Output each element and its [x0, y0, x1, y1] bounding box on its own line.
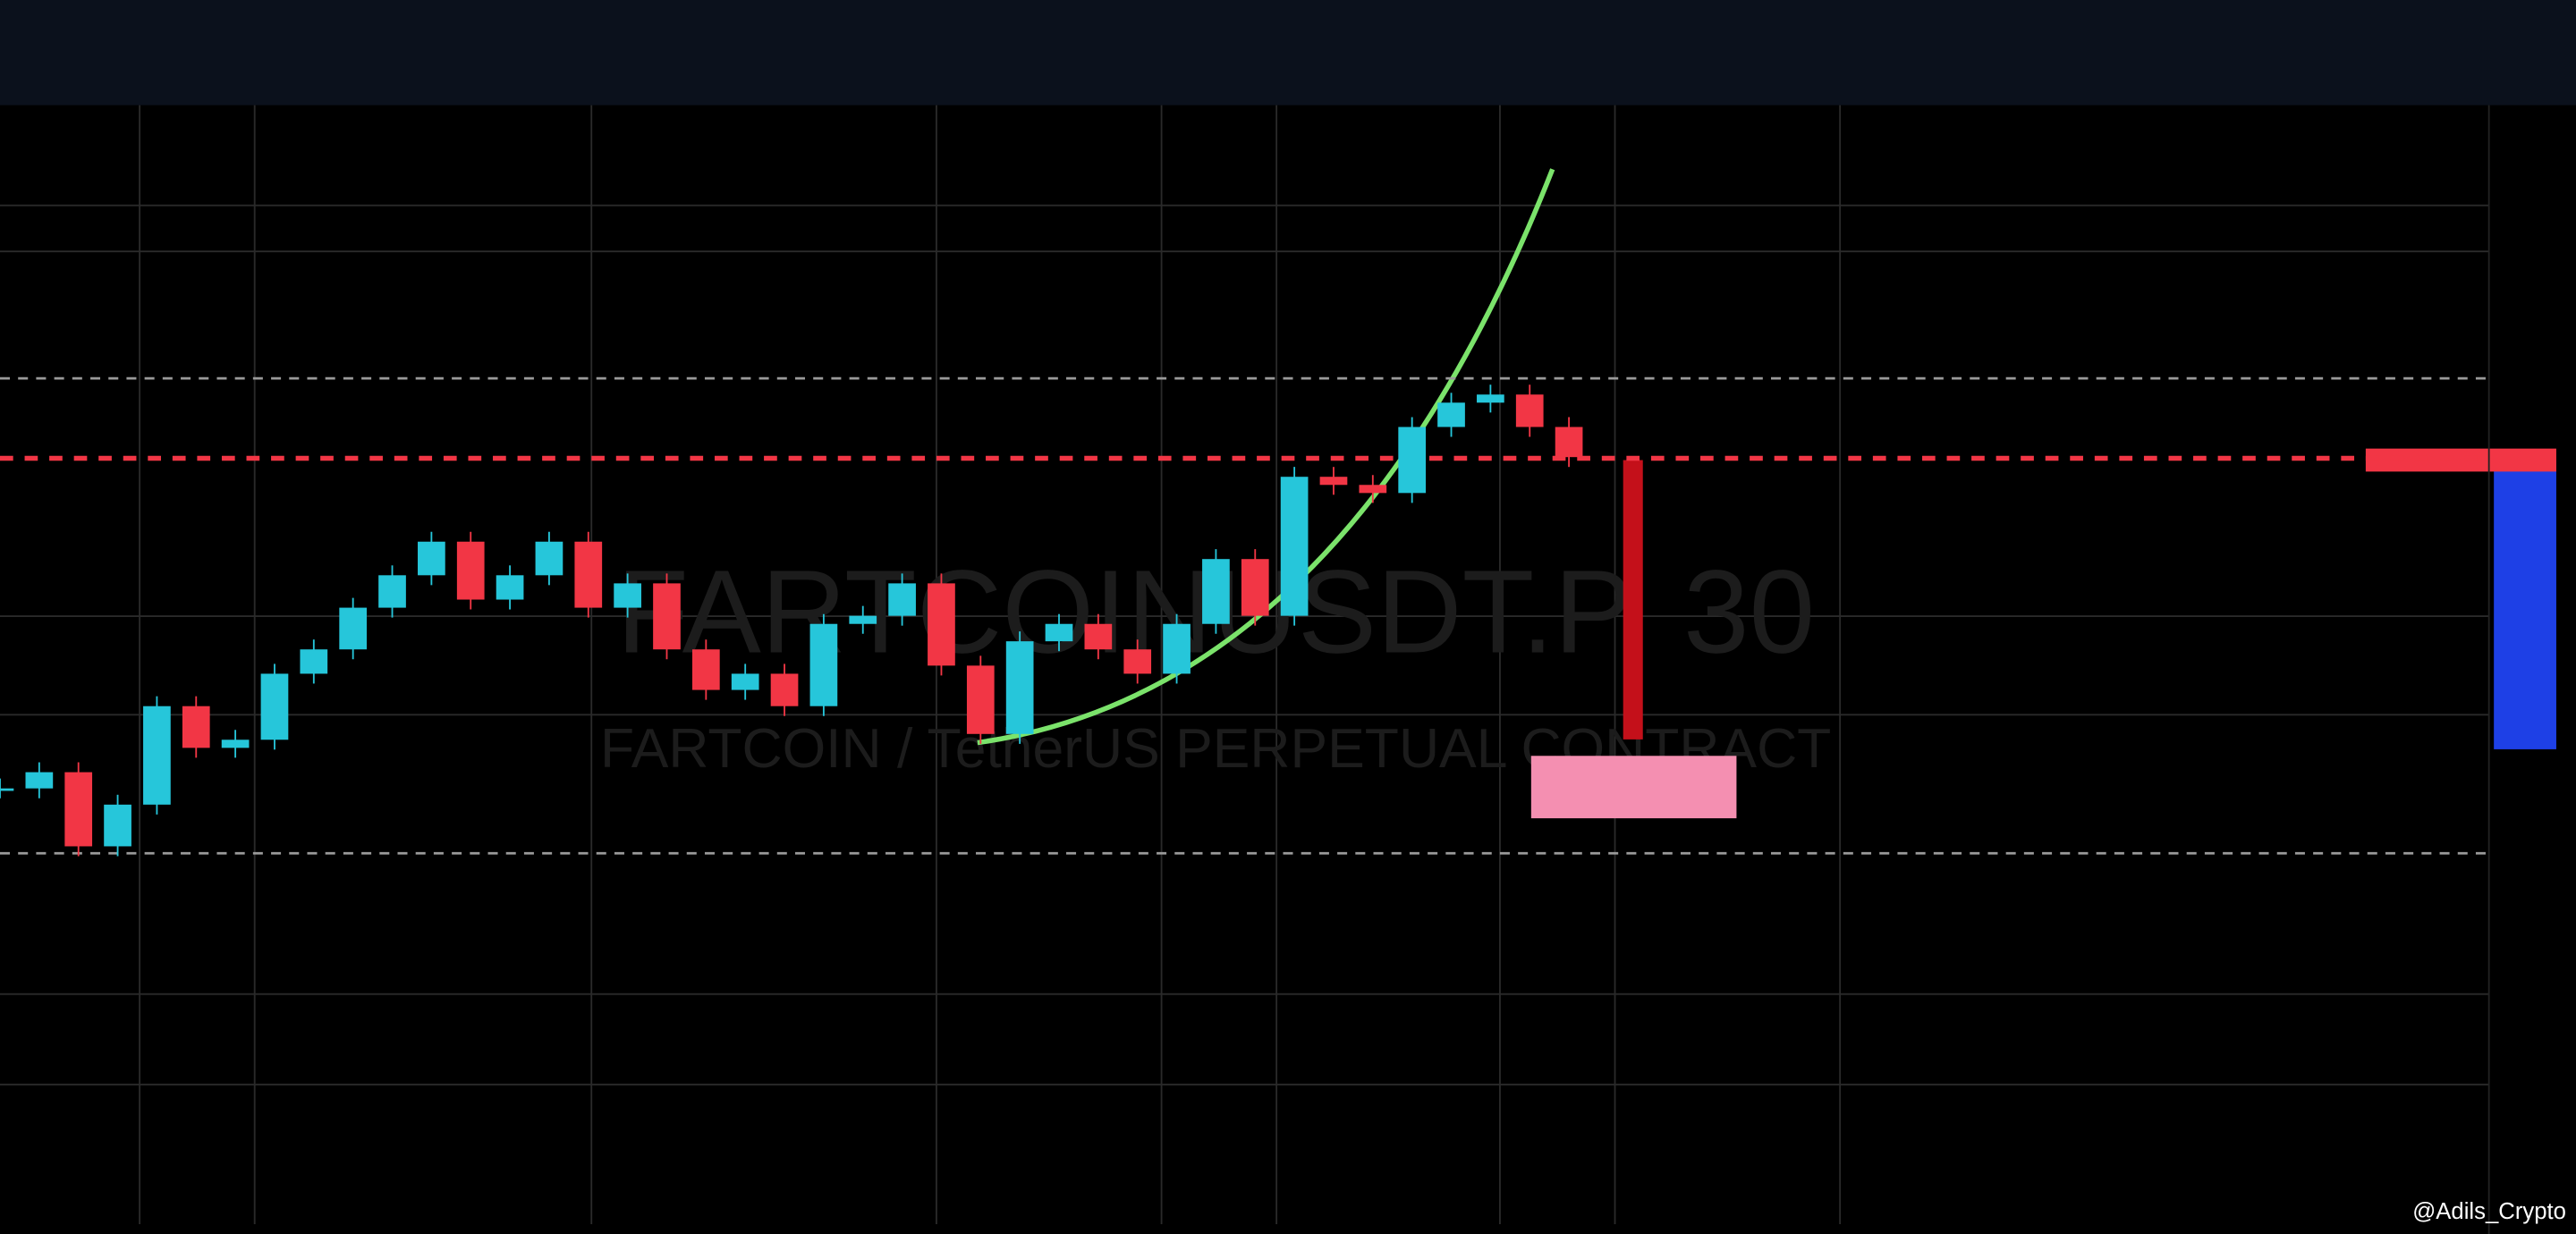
candle	[1163, 623, 1191, 674]
candle	[928, 583, 955, 666]
candle	[770, 673, 799, 706]
candle	[1477, 394, 1504, 403]
candle	[1359, 485, 1387, 494]
candle	[64, 772, 93, 847]
candle	[653, 583, 681, 650]
candle	[300, 649, 328, 674]
grid	[0, 105, 2489, 1224]
candle	[731, 673, 759, 690]
candle	[574, 541, 603, 608]
candle	[1123, 649, 1152, 674]
candle	[1084, 623, 1113, 650]
candle	[1280, 477, 1309, 616]
candle	[1555, 427, 1583, 458]
candle	[0, 788, 14, 791]
candle	[1319, 477, 1348, 486]
candle	[1241, 559, 1269, 616]
candle	[1437, 402, 1465, 427]
candle	[182, 706, 210, 748]
candle	[1398, 427, 1427, 494]
candle	[25, 772, 54, 789]
candle	[260, 673, 289, 740]
candle	[1202, 559, 1230, 624]
candle	[535, 541, 564, 576]
candle	[691, 649, 720, 690]
candle	[849, 615, 877, 624]
candle	[104, 804, 131, 847]
candle	[1005, 641, 1034, 734]
candle	[221, 740, 250, 748]
candle	[378, 575, 406, 608]
author-watermark: @Adils_Crypto	[2412, 1199, 2566, 1224]
measure-label	[1530, 756, 1737, 819]
candle	[1515, 394, 1544, 427]
candle	[339, 607, 368, 650]
candle	[456, 541, 485, 600]
candle	[809, 623, 838, 706]
candle	[888, 583, 916, 616]
candle	[143, 706, 171, 805]
candle	[966, 665, 995, 734]
candle	[614, 583, 641, 608]
candle	[418, 541, 445, 576]
measure-bar	[1623, 460, 1643, 740]
candle	[496, 575, 524, 600]
top-bar	[0, 0, 2576, 106]
axis-highlight	[2494, 460, 2556, 749]
candle	[1045, 623, 1073, 642]
